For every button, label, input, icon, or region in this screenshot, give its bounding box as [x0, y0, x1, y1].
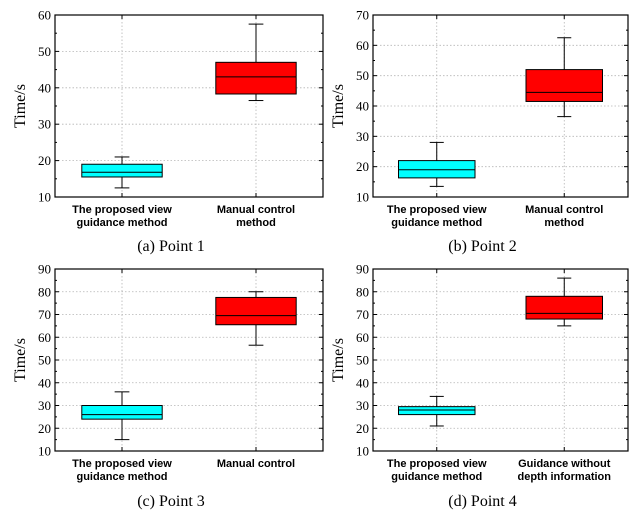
x-category-label: Manual control	[217, 458, 295, 470]
y-tick-label: 50	[356, 353, 369, 368]
box-body	[215, 296, 297, 326]
y-tick-label: 50	[38, 44, 51, 59]
box-body	[398, 406, 476, 416]
box-2	[525, 37, 603, 118]
y-tick-label: 30	[356, 398, 369, 413]
box-2	[215, 291, 297, 346]
x-category-label: guidance method	[391, 217, 482, 229]
y-tick-label: 40	[356, 99, 369, 114]
box-body	[81, 163, 163, 178]
x-category-label: guidance method	[391, 471, 482, 483]
box-1	[81, 156, 163, 189]
y-axis-label: Time/s	[12, 338, 29, 382]
y-axis-label: Time/s	[330, 338, 347, 382]
x-category-label: Manual control	[217, 204, 295, 216]
x-category-label: The proposed view	[72, 458, 172, 470]
x-category-label: The proposed view	[72, 204, 172, 216]
y-tick-label: 50	[38, 353, 51, 368]
x-category-label: The proposed view	[387, 204, 487, 216]
x-category-label: depth information	[518, 471, 612, 483]
y-tick-label: 20	[356, 421, 369, 436]
y-tick-label: 70	[356, 8, 369, 23]
y-tick-label: 30	[38, 398, 51, 413]
x-category-label: guidance method	[76, 217, 167, 229]
y-tick-label: 60	[38, 330, 51, 345]
y-tick-label: 40	[356, 375, 369, 390]
y-tick-label: 80	[356, 284, 369, 299]
y-tick-label: 10	[38, 444, 51, 459]
y-tick-label: 60	[356, 38, 369, 53]
panel-caption: (c) Point 3	[137, 493, 205, 510]
y-tick-label: 10	[38, 190, 51, 205]
y-axis-label: Time/s	[330, 84, 347, 128]
y-tick-label: 10	[356, 444, 369, 459]
panel-caption: (b) Point 2	[448, 238, 516, 255]
y-tick-label: 90	[38, 262, 51, 277]
y-tick-label: 80	[38, 284, 51, 299]
panel-caption: (a) Point 1	[137, 238, 205, 255]
y-tick-label: 70	[356, 307, 369, 322]
y-tick-label: 60	[38, 8, 51, 23]
y-tick-label: 30	[38, 117, 51, 132]
box-1	[398, 395, 476, 427]
y-tick-label: 40	[38, 375, 51, 390]
box-2	[525, 277, 603, 327]
x-category-label: guidance method	[76, 471, 167, 483]
y-tick-label: 10	[356, 190, 369, 205]
y-tick-label: 90	[356, 262, 369, 277]
box-1	[398, 141, 476, 187]
panel-caption: (d) Point 4	[448, 493, 516, 510]
y-tick-label: 20	[38, 153, 51, 168]
chart-panel-1: 10 20 30 40 50 60 Time/s The proposed viewguida…	[12, 8, 324, 255]
box-body	[81, 405, 163, 420]
box-2	[215, 23, 297, 102]
y-tick-label: 70	[38, 307, 51, 322]
box-1	[81, 391, 163, 441]
y-tick-label: 30	[356, 129, 369, 144]
chart-panel-4: 10 20 30 40 50 60 70 80 90 Time/s The proposed vie…	[330, 262, 629, 510]
x-category-label: method	[236, 217, 276, 229]
box-body	[215, 61, 297, 95]
x-category-label: method	[544, 217, 584, 229]
x-category-label: Manual control	[525, 204, 603, 216]
y-tick-label: 20	[38, 421, 51, 436]
y-tick-label: 40	[38, 80, 51, 95]
chart-panel-2: 10 20 30 40 50 60 70 Time/s The proposed viewgui…	[330, 8, 629, 255]
y-axis-label: Time/s	[12, 84, 29, 128]
y-tick-label: 50	[356, 68, 369, 83]
x-category-label: The proposed view	[387, 458, 487, 470]
box-body	[525, 295, 603, 320]
y-tick-label: 20	[356, 159, 369, 174]
x-category-label: Guidance without	[518, 458, 611, 470]
box-body	[525, 69, 603, 102]
chart-panel-3: 10 20 30 40 50 60 70 80 90 Time/s The proposed vie…	[12, 262, 324, 510]
y-tick-label: 60	[356, 330, 369, 345]
